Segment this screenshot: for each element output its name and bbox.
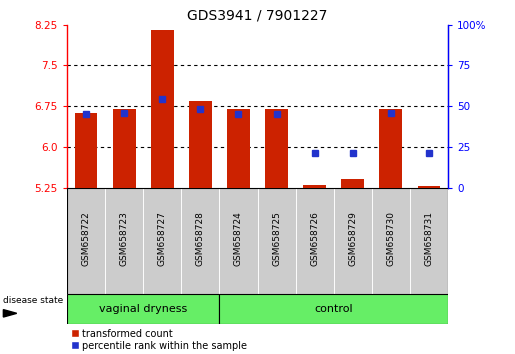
Text: GSM658723: GSM658723: [119, 211, 129, 266]
Bar: [303, 185, 326, 188]
Text: GSM658729: GSM658729: [348, 211, 357, 266]
Legend: transformed count, percentile rank within the sample: transformed count, percentile rank withi…: [72, 329, 247, 351]
Bar: [151, 30, 174, 188]
Bar: [143, 188, 181, 294]
Bar: [67, 294, 219, 324]
Bar: [380, 109, 402, 188]
Bar: [296, 188, 334, 294]
Title: GDS3941 / 7901227: GDS3941 / 7901227: [187, 8, 328, 22]
Bar: [219, 294, 448, 324]
Text: control: control: [314, 304, 353, 314]
Bar: [189, 101, 212, 188]
Bar: [181, 188, 219, 294]
Text: GSM658730: GSM658730: [386, 211, 396, 266]
Bar: [410, 188, 448, 294]
Text: GSM658726: GSM658726: [310, 211, 319, 266]
Polygon shape: [3, 310, 16, 317]
Bar: [105, 188, 143, 294]
Text: GSM658728: GSM658728: [196, 211, 205, 266]
Bar: [372, 188, 410, 294]
Bar: [75, 113, 97, 188]
Text: GSM658724: GSM658724: [234, 211, 243, 266]
Bar: [418, 186, 440, 188]
Bar: [219, 188, 258, 294]
Bar: [258, 188, 296, 294]
Bar: [265, 109, 288, 188]
Text: vaginal dryness: vaginal dryness: [99, 304, 187, 314]
Bar: [227, 109, 250, 188]
Text: GSM658725: GSM658725: [272, 211, 281, 266]
Bar: [341, 179, 364, 188]
Text: GSM658727: GSM658727: [158, 211, 167, 266]
Text: GSM658731: GSM658731: [424, 211, 434, 266]
Bar: [113, 109, 135, 188]
Text: disease state: disease state: [3, 296, 63, 305]
Bar: [334, 188, 372, 294]
Bar: [67, 188, 105, 294]
Text: GSM658722: GSM658722: [81, 211, 91, 266]
